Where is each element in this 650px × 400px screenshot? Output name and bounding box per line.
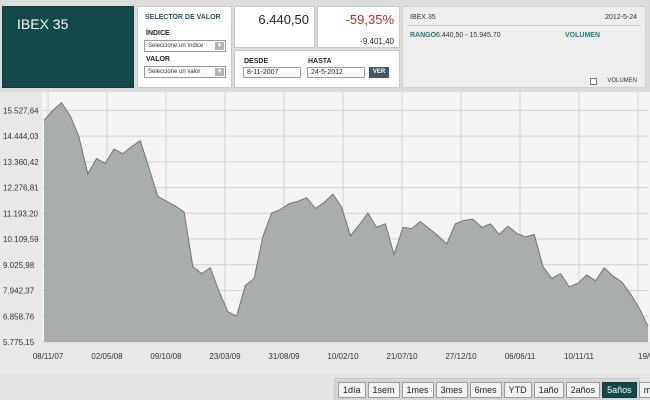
x-tick-label: 02/05/08: [91, 352, 123, 361]
x-tick-label: 19/04/: [638, 352, 650, 361]
volume-checkbox[interactable]: [590, 78, 597, 85]
y-tick-label: 6.858,76: [3, 312, 35, 321]
range-tab[interactable]: 1sem: [367, 382, 400, 398]
to-date-label: HASTA: [308, 58, 332, 65]
value-select-label: VALOR: [146, 56, 170, 63]
to-date-input[interactable]: 24-5-2012: [307, 67, 365, 78]
range-value: 6.440,50 - 15.945,70: [436, 32, 501, 39]
index-select-label: ÍNDICE: [146, 30, 170, 37]
change-percent: -59,35%: [345, 12, 394, 27]
x-tick-label: 23/03/09: [209, 352, 241, 361]
volume-header: VOLUMEN: [565, 32, 600, 39]
y-tick-label: 14.444,03: [3, 132, 39, 141]
y-tick-label: 10.109,59: [3, 235, 39, 244]
chart-svg[interactable]: 5.775,15 6.858,76 7.942,37 9.025,98 10.109,5…: [0, 92, 650, 374]
value-select-value: Seleccione un valor: [148, 69, 201, 75]
range-tabs: 1día1sem1mes3mes6mesYTD1año2años5añosmáx…: [334, 378, 650, 400]
price-line: [43, 101, 649, 327]
range-tab[interactable]: 1día: [338, 382, 366, 398]
x-tick-label: 27/12/10: [445, 352, 477, 361]
from-date-input[interactable]: 8-11-2007: [243, 67, 301, 78]
chevron-down-icon[interactable]: ▼: [215, 68, 224, 76]
price-chart[interactable]: 5.775,15 6.858,76 7.942,37 9.025,98 10.109,5…: [0, 92, 650, 374]
range-tab[interactable]: 5años: [602, 382, 637, 398]
x-tick-label: 31/08/09: [268, 352, 300, 361]
date-range-panel: DESDE 8-11-2007 HASTA 24-5-2012 VER: [234, 50, 400, 88]
divider: [407, 25, 641, 26]
index-select[interactable]: Seleccione un índice ▼: [144, 40, 226, 52]
value-selector-panel: SELECTOR DE VALOR ÍNDICE Seleccione un í…: [137, 6, 232, 88]
y-tick-label: 7.942,37: [3, 287, 35, 296]
range-tab[interactable]: YTD: [503, 382, 532, 398]
info-date: 2012-5-24: [605, 14, 637, 21]
selector-title: SELECTOR DE VALOR: [145, 14, 221, 21]
y-tick-label: 11.193,20: [3, 209, 39, 218]
x-tick-label: 06/06/11: [505, 352, 536, 361]
y-tick-label: 15.527,64: [3, 106, 39, 115]
value-select[interactable]: Seleccione un valor ▼: [144, 66, 226, 78]
range-tab[interactable]: máx.: [638, 382, 650, 398]
x-tick-label: 10/11/11: [564, 352, 595, 361]
view-button[interactable]: VER: [369, 67, 389, 78]
index-name-panel: IBEX 35: [2, 6, 134, 88]
volume-checkbox-label: VOLUMEN: [607, 78, 637, 84]
y-tick-label: 5.775,15: [3, 338, 35, 347]
info-index-name: IBEX 35: [410, 14, 436, 21]
range-tab[interactable]: 3mes: [435, 382, 468, 398]
range-tab[interactable]: 6mes: [469, 382, 502, 398]
change-absolute: -9.401,40: [360, 37, 394, 46]
from-date-label: DESDE: [244, 58, 269, 65]
x-tick-label: 21/07/10: [386, 352, 418, 361]
index-name: IBEX 35: [17, 16, 69, 32]
change-panel: -59,35% -9.401,40: [317, 6, 400, 48]
y-tick-label: 13.360,42: [3, 158, 39, 167]
y-tick-label: 12.276,81: [3, 184, 39, 193]
range-tab[interactable]: 1año: [533, 382, 564, 398]
price-panel: 6.440,50: [234, 6, 315, 48]
x-tick-label: 08/11/07: [33, 352, 64, 361]
x-tick-label: 10/02/10: [327, 352, 359, 361]
chevron-down-icon[interactable]: ▼: [215, 42, 224, 50]
index-select-value: Seleccione un índice: [148, 43, 204, 49]
range-tab[interactable]: 2años: [565, 382, 601, 398]
range-tab[interactable]: 1mes: [401, 382, 434, 398]
info-panel: IBEX 35 2012-5-24 RANGO 6.440,50 - 15.94…: [402, 6, 646, 88]
range-label: RANGO: [410, 32, 437, 39]
current-price: 6.440,50: [258, 12, 309, 27]
x-tick-label: 09/10/08: [150, 352, 182, 361]
y-tick-label: 9.025,98: [3, 261, 35, 270]
